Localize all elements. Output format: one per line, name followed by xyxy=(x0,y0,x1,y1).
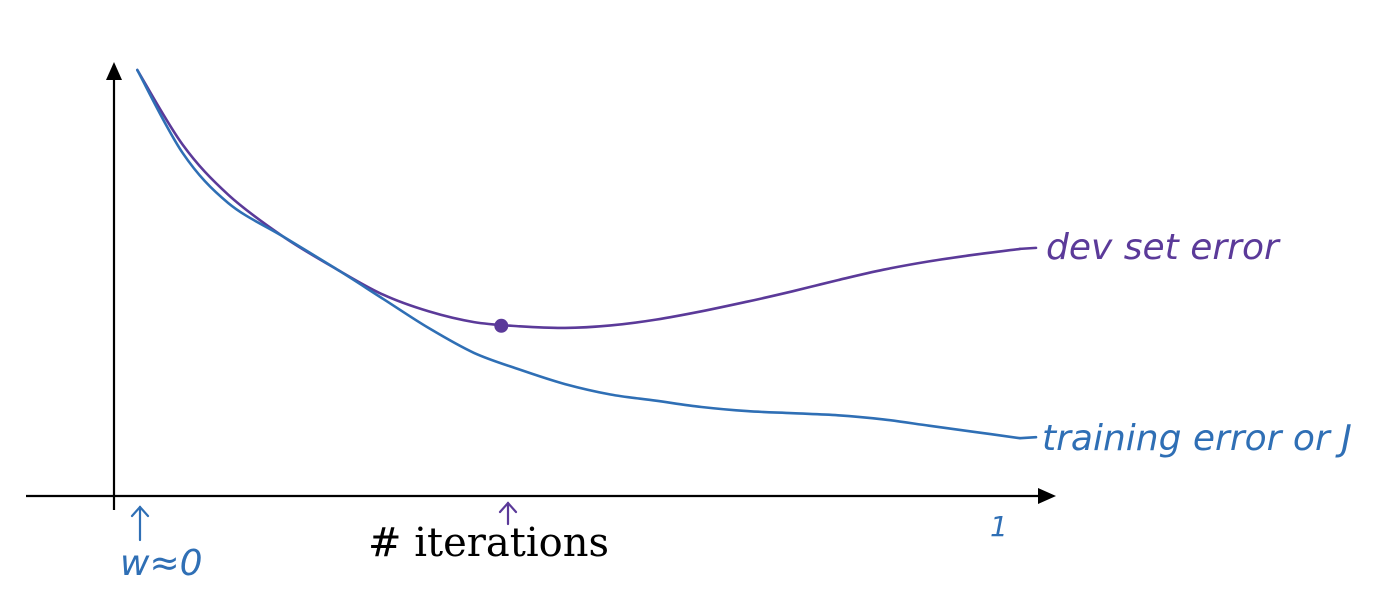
x-axis-label: # iterations xyxy=(368,520,609,566)
axes xyxy=(26,62,1056,510)
series-layer: dev set error training error or J xyxy=(136,68,1352,459)
series-label-dev-set-error: dev set error xyxy=(1046,227,1281,268)
annotation-layer: w≈0 1 # iterations xyxy=(120,318,1008,584)
x-axis-arrow-head xyxy=(1038,488,1056,504)
x-start-arrow xyxy=(130,505,150,542)
series-line-training-error xyxy=(136,68,1022,440)
mid-iteration-arrow xyxy=(498,501,518,526)
series-tail-1 xyxy=(1018,435,1038,440)
x-end-tick-label: 1 xyxy=(990,510,1008,543)
series-line-dev-set-error xyxy=(136,68,1022,330)
dev-error-minimum-point xyxy=(494,318,509,333)
x-start-annotation: w≈0 xyxy=(120,543,203,584)
series-tail-0 xyxy=(1018,246,1038,251)
y-axis-arrow-head xyxy=(106,62,122,80)
series-label-training-error: training error or J xyxy=(1042,418,1352,459)
